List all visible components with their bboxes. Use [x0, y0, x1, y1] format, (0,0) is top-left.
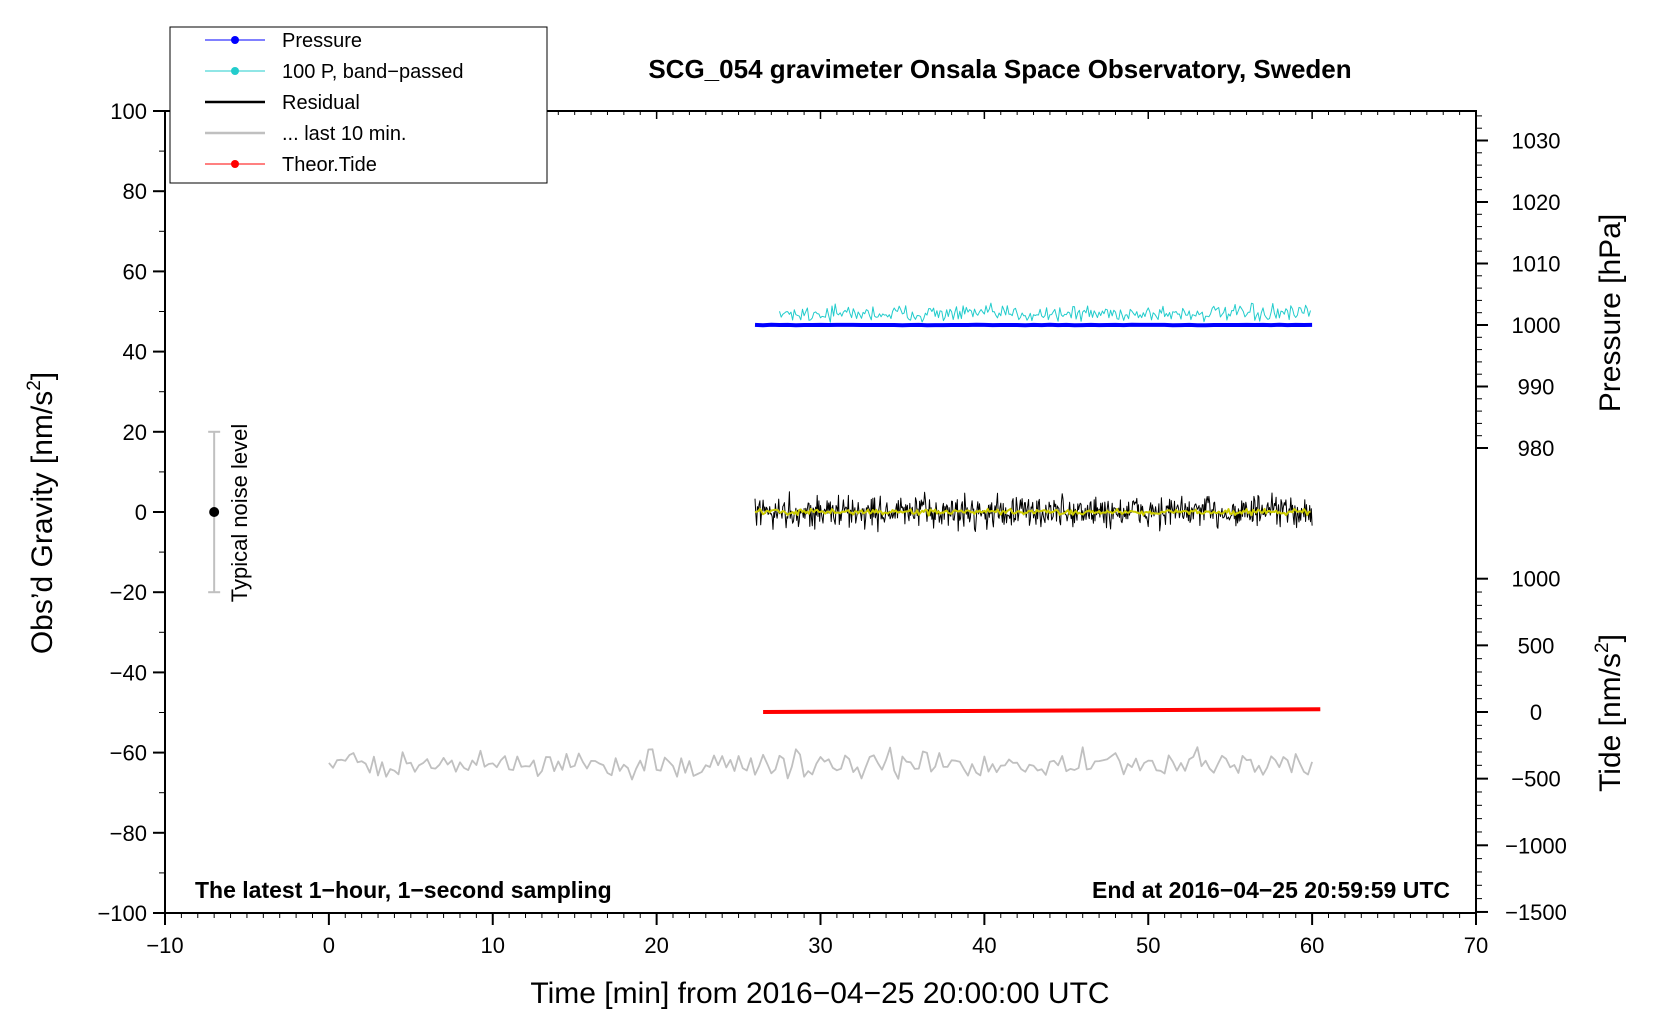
y-axis-tide-title: Tide [nm/s2]	[1592, 634, 1627, 792]
noise-level-label: Typical noise level	[227, 424, 252, 603]
series-pressure-band-passed	[779, 302, 1311, 323]
tide-tick-label: −500	[1511, 767, 1561, 792]
series-layer	[328, 302, 1321, 781]
legend: Pressure 100 P, band−passed Residual ... la…	[169, 26, 548, 184]
y-axis-pressure: 1030 1020 1010 1000 990 980	[1476, 115, 1561, 461]
legend-swatch-dot	[231, 36, 239, 44]
x-tick-label: 30	[808, 933, 832, 958]
x-tick-label: 40	[972, 933, 996, 958]
series-pressure	[754, 322, 1313, 328]
pressure-tick-label: 1030	[1512, 129, 1561, 154]
legend-swatch-dot	[231, 67, 239, 75]
y-tick-label: 60	[123, 259, 147, 284]
y-tick-label: −40	[110, 660, 147, 685]
tide-tick-label: 500	[1518, 633, 1555, 658]
pressure-tick-label: 980	[1518, 436, 1555, 461]
y-axis-tide: 1000 500 0 −500 −1000 −1500	[1476, 567, 1567, 925]
legend-label: Pressure	[282, 30, 362, 52]
end-time-note: End at 2016−04−25 20:59:59 UTC	[1092, 877, 1450, 903]
y-axis-pressure-title: Pressure [hPa]	[1594, 214, 1627, 412]
x-tick-label: 50	[1136, 933, 1160, 958]
y-tick-label: −80	[110, 821, 147, 846]
noise-bar-center-dot	[209, 507, 220, 517]
x-tick-label: 20	[644, 933, 668, 958]
x-axis-title: Time [min] from 2016−04−25 20:00:00 UTC	[530, 977, 1109, 1010]
legend-label: Theor.Tide	[282, 154, 377, 176]
legend-box	[169, 26, 548, 184]
y-axis-left-title: Obs’d Gravity [nm/s2]	[24, 372, 59, 654]
y-axis-gravity: 100 80 60 40 20 0 −20 −40 −60 −80 −100	[97, 99, 165, 926]
tide-tick-label: 0	[1530, 700, 1542, 725]
x-tick-label: 0	[323, 933, 335, 958]
pressure-tick-label: 1000	[1512, 313, 1561, 338]
y-tick-label: 0	[135, 500, 147, 525]
x-tick-label: 70	[1464, 933, 1488, 958]
noise-level-indicator	[208, 430, 221, 594]
y-tick-label: 100	[110, 99, 147, 124]
y-tick-label: 40	[123, 340, 147, 365]
x-tick-label: 10	[481, 933, 505, 958]
sampling-note: The latest 1−hour, 1−second sampling	[195, 877, 612, 903]
y-tick-label: −100	[97, 901, 147, 926]
tide-tick-label: −1500	[1505, 900, 1567, 925]
legend-label: Residual	[282, 92, 360, 114]
legend-label: ... last 10 min.	[282, 123, 407, 145]
series-theoretical-tide	[763, 707, 1321, 714]
y-tick-label: −60	[110, 741, 147, 766]
pressure-tick-label: 1020	[1512, 190, 1561, 215]
x-tick-label: −10	[146, 933, 183, 958]
x-axis: −10 0 10 20 30 40 50 60 70	[146, 111, 1488, 958]
y-tick-label: −20	[110, 580, 147, 605]
series-last-10-min	[328, 746, 1313, 781]
tide-tick-label: −1000	[1505, 833, 1567, 858]
pressure-tick-label: 990	[1518, 375, 1555, 400]
y-tick-label: 80	[123, 179, 147, 204]
y-tick-label: 20	[123, 420, 147, 445]
legend-label: 100 P, band−passed	[282, 61, 463, 83]
chart-title: SCG_054 gravimeter Onsala Space Observat…	[648, 54, 1351, 84]
series-residual-smoothed	[754, 507, 1311, 517]
tide-tick-label: 1000	[1512, 567, 1561, 592]
pressure-tick-label: 1010	[1512, 252, 1561, 277]
legend-swatch-dot	[231, 160, 239, 168]
x-tick-label: 60	[1300, 933, 1324, 958]
